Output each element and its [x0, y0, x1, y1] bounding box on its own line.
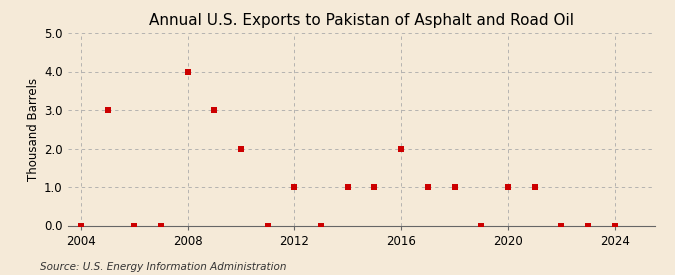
Point [129, 223, 140, 228]
Point [583, 223, 593, 228]
Point [263, 223, 273, 228]
Point [76, 223, 86, 228]
Title: Annual U.S. Exports to Pakistan of Asphalt and Road Oil: Annual U.S. Exports to Pakistan of Aspha… [148, 13, 574, 28]
Point [342, 185, 353, 189]
Point [396, 146, 406, 151]
Point [209, 108, 220, 112]
Point [449, 185, 460, 189]
Point [423, 185, 433, 189]
Y-axis label: Thousand Barrels: Thousand Barrels [27, 78, 40, 181]
Point [529, 185, 540, 189]
Point [502, 185, 513, 189]
Point [182, 69, 193, 74]
Point [369, 185, 380, 189]
Point [236, 146, 246, 151]
Text: Source: U.S. Energy Information Administration: Source: U.S. Energy Information Administ… [40, 262, 287, 272]
Point [102, 108, 113, 112]
Point [556, 223, 567, 228]
Point [610, 223, 620, 228]
Point [289, 185, 300, 189]
Point [316, 223, 327, 228]
Point [155, 223, 166, 228]
Point [476, 223, 487, 228]
